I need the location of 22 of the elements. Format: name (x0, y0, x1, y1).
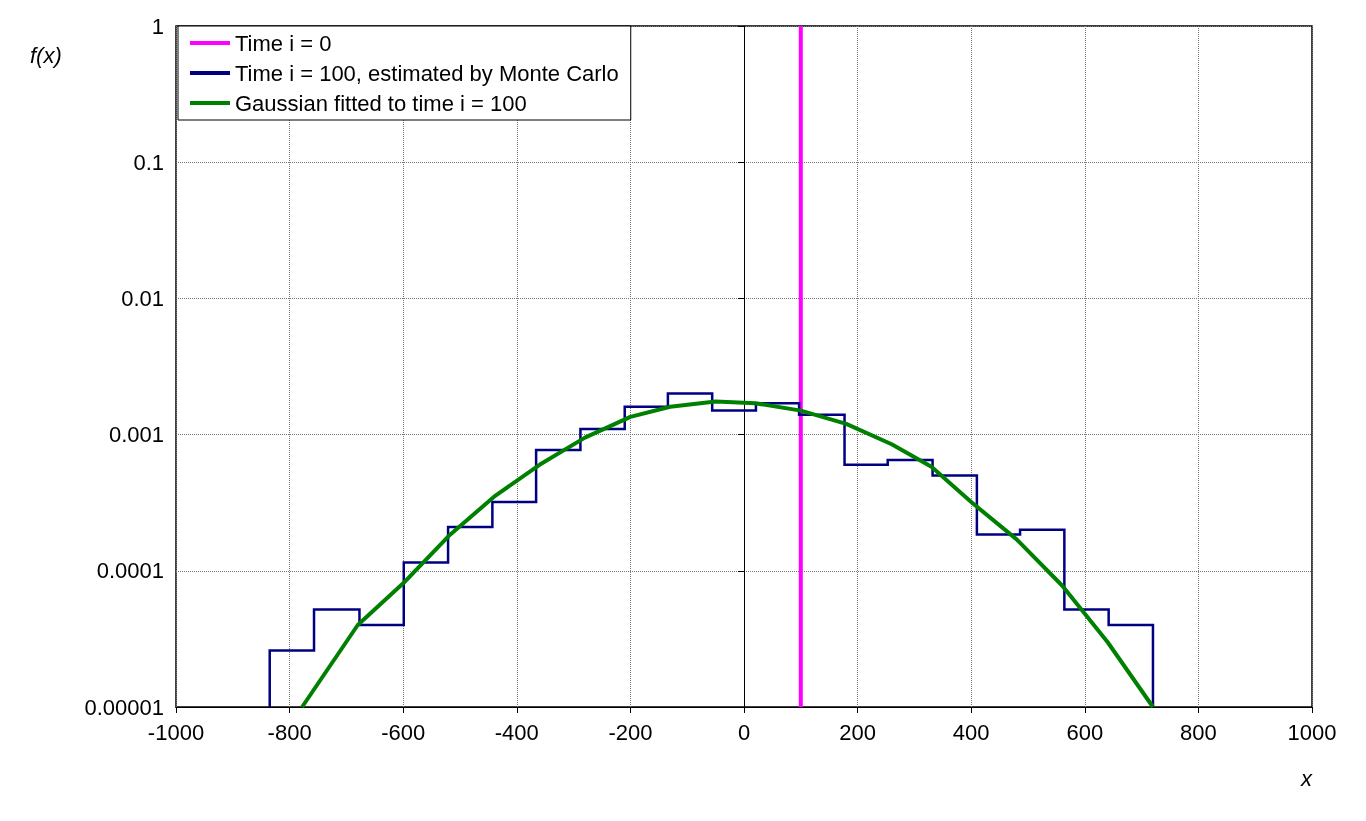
y-tick-label: 0.0001 (96, 558, 164, 584)
x-tick-label: 600 (1066, 719, 1104, 745)
x-tick-label: -800 (267, 719, 312, 745)
x-tick-label: -200 (608, 719, 653, 745)
y-axis-title: f(x) (30, 42, 62, 68)
y-tick-label: 0.001 (108, 422, 164, 448)
y-tick-label: 0.00001 (84, 694, 164, 720)
legend-label: Gaussian fitted to time i = 100 (235, 90, 527, 116)
x-tick-label: -600 (381, 719, 426, 745)
x-tick-label: -400 (494, 719, 539, 745)
y-tick-label: 0.01 (121, 285, 164, 311)
x-tick-label: 0 (737, 719, 751, 745)
x-tick-label: -1000 (147, 719, 205, 745)
y-tick-label: 0.1 (133, 149, 164, 175)
y-tick-label: 1 (151, 13, 164, 39)
x-tick-label: 1000 (1287, 719, 1337, 745)
x-tick-label: 200 (839, 719, 876, 745)
x-tick-label: 400 (952, 719, 990, 745)
legend-label: Time i = 100, estimated by Monte Carlo (235, 60, 619, 86)
x-axis-title: x (1300, 765, 1313, 791)
legend-label: Time i = 0 (235, 30, 332, 56)
x-tick-label: 800 (1180, 719, 1217, 745)
